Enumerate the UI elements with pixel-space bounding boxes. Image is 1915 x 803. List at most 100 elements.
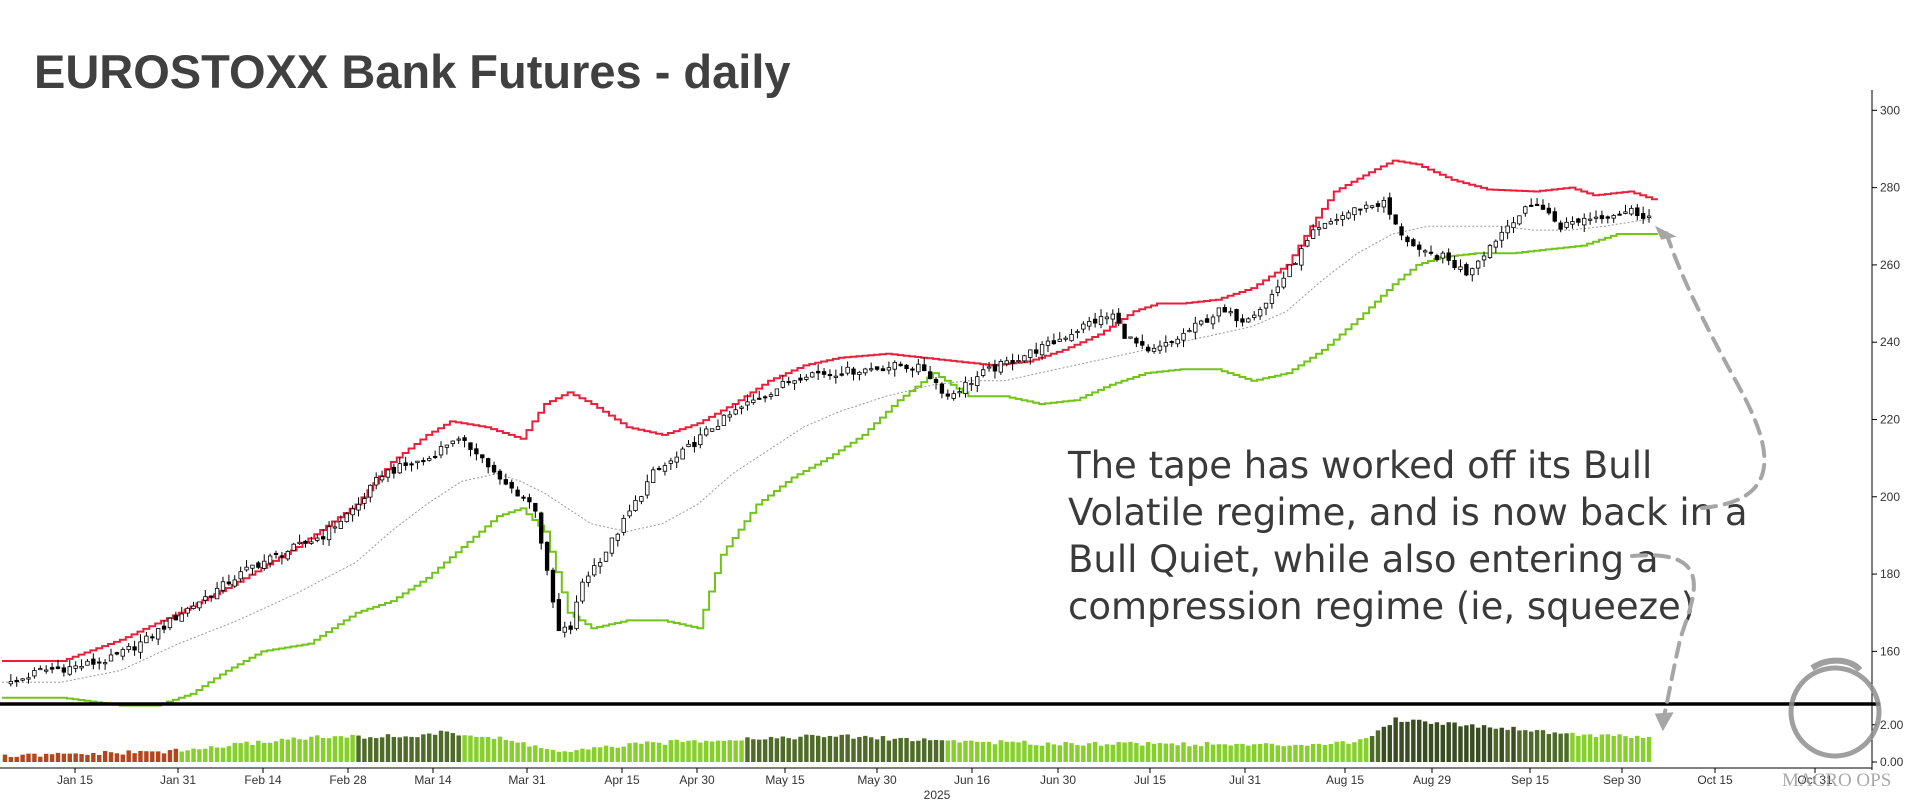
candle-body bbox=[244, 566, 249, 571]
candle-body bbox=[1440, 252, 1445, 259]
indicator-bar bbox=[922, 738, 927, 762]
indicator-bar bbox=[892, 738, 897, 762]
x-tick-label: Feb 14 bbox=[244, 773, 282, 787]
indicator-bar bbox=[780, 736, 786, 762]
candle-body bbox=[986, 366, 992, 369]
candle-body bbox=[1540, 204, 1546, 210]
indicator-bar bbox=[798, 736, 803, 762]
indicator-bar bbox=[232, 742, 237, 762]
indicator-bar bbox=[1157, 743, 1163, 762]
indicator-bar bbox=[344, 737, 349, 762]
candle-body bbox=[1381, 200, 1387, 208]
indicator-bar bbox=[397, 737, 402, 762]
indicator-bar bbox=[338, 736, 344, 762]
candle-body bbox=[792, 380, 797, 384]
candle-body bbox=[138, 641, 143, 653]
candle-body bbox=[1417, 244, 1422, 250]
indicator-bar bbox=[621, 746, 626, 762]
candle-body bbox=[827, 374, 833, 377]
indicator-bar bbox=[315, 735, 320, 762]
indicator-bar bbox=[1646, 736, 1652, 762]
indicator-bar bbox=[8, 757, 14, 762]
candle-body bbox=[1310, 229, 1316, 239]
arrowhead-indicator bbox=[1654, 712, 1674, 732]
indicator-bar bbox=[1458, 726, 1463, 762]
x-tick-label: May 30 bbox=[857, 773, 897, 787]
candle-body bbox=[745, 401, 750, 406]
indicator-bar bbox=[427, 733, 432, 762]
indicator-bar bbox=[1517, 730, 1522, 762]
candle-body bbox=[102, 662, 108, 665]
candle-body bbox=[368, 484, 373, 498]
indicator-bar bbox=[1316, 743, 1322, 762]
candle-body bbox=[592, 565, 597, 576]
indicator-bar bbox=[986, 741, 992, 762]
candle-body bbox=[1034, 349, 1039, 354]
indicator-bar bbox=[1387, 725, 1392, 762]
candle-body bbox=[580, 581, 585, 602]
indicator-bar bbox=[421, 734, 426, 762]
candle-body bbox=[851, 368, 856, 375]
indicator-bar bbox=[1310, 744, 1316, 762]
candle-body bbox=[1369, 205, 1375, 208]
candle-body bbox=[1534, 203, 1540, 207]
candle-body bbox=[951, 393, 956, 399]
candle-body bbox=[1405, 236, 1410, 243]
indicator-bar bbox=[727, 740, 732, 762]
candle-body bbox=[1635, 207, 1640, 216]
candle-body bbox=[20, 678, 25, 681]
indicator-bar bbox=[1069, 743, 1074, 762]
indicator-bar bbox=[91, 752, 96, 762]
indicator-bar bbox=[586, 749, 591, 762]
candle-body bbox=[1481, 255, 1487, 261]
candle-body bbox=[309, 541, 314, 544]
bands bbox=[2, 159, 1658, 707]
candle-body bbox=[73, 665, 78, 669]
indicator-bar bbox=[762, 739, 768, 762]
indicator-bar bbox=[527, 746, 532, 762]
candle-body bbox=[922, 364, 927, 372]
indicator-bar bbox=[220, 747, 226, 762]
indicator-bar bbox=[1246, 745, 1251, 762]
indicator-bar bbox=[1116, 742, 1121, 762]
indicator-bar bbox=[480, 736, 485, 762]
candle-body bbox=[462, 437, 467, 441]
indicator-bar bbox=[1470, 724, 1475, 762]
indicator-bar bbox=[698, 742, 703, 762]
candle-body bbox=[279, 555, 285, 558]
candle-body bbox=[409, 463, 414, 466]
candle-body bbox=[650, 469, 656, 483]
candle-body bbox=[444, 444, 450, 448]
indicator-bar bbox=[161, 753, 167, 762]
candle-body bbox=[1222, 306, 1227, 313]
indicator-bar bbox=[1252, 744, 1257, 762]
x-tick-label: Oct 15 bbox=[1697, 773, 1733, 787]
indicator-bar bbox=[633, 742, 638, 762]
indicator-bar bbox=[26, 753, 31, 762]
indicator-bar bbox=[285, 739, 291, 762]
indicator-bar bbox=[951, 740, 956, 762]
indicator-bar bbox=[238, 743, 243, 762]
candle-body bbox=[191, 605, 196, 609]
candle-body bbox=[1075, 331, 1080, 334]
candle-body bbox=[833, 375, 839, 378]
indicator-bar bbox=[1222, 744, 1227, 762]
indicator-bar bbox=[857, 737, 862, 762]
indicator-bar bbox=[845, 734, 850, 762]
indicator-bar bbox=[14, 756, 19, 762]
indicator-bar bbox=[1564, 733, 1569, 762]
indicator-bar bbox=[20, 754, 25, 762]
indicator-bar bbox=[1540, 730, 1546, 762]
candle-body bbox=[692, 441, 697, 448]
x-tick-label: Sep 30 bbox=[1603, 773, 1641, 787]
indicator-bar bbox=[1505, 729, 1510, 762]
indicator-bar bbox=[208, 746, 214, 762]
candle-body bbox=[839, 373, 844, 376]
x-tick-label: Jan 31 bbox=[160, 773, 196, 787]
indicator-bar bbox=[1181, 742, 1186, 762]
candle-body bbox=[161, 625, 167, 630]
candle-body bbox=[374, 477, 379, 486]
candle-body bbox=[857, 371, 862, 376]
macro-ops-watermark: MACRO OPS bbox=[1782, 657, 1891, 791]
candle-body bbox=[49, 667, 55, 670]
